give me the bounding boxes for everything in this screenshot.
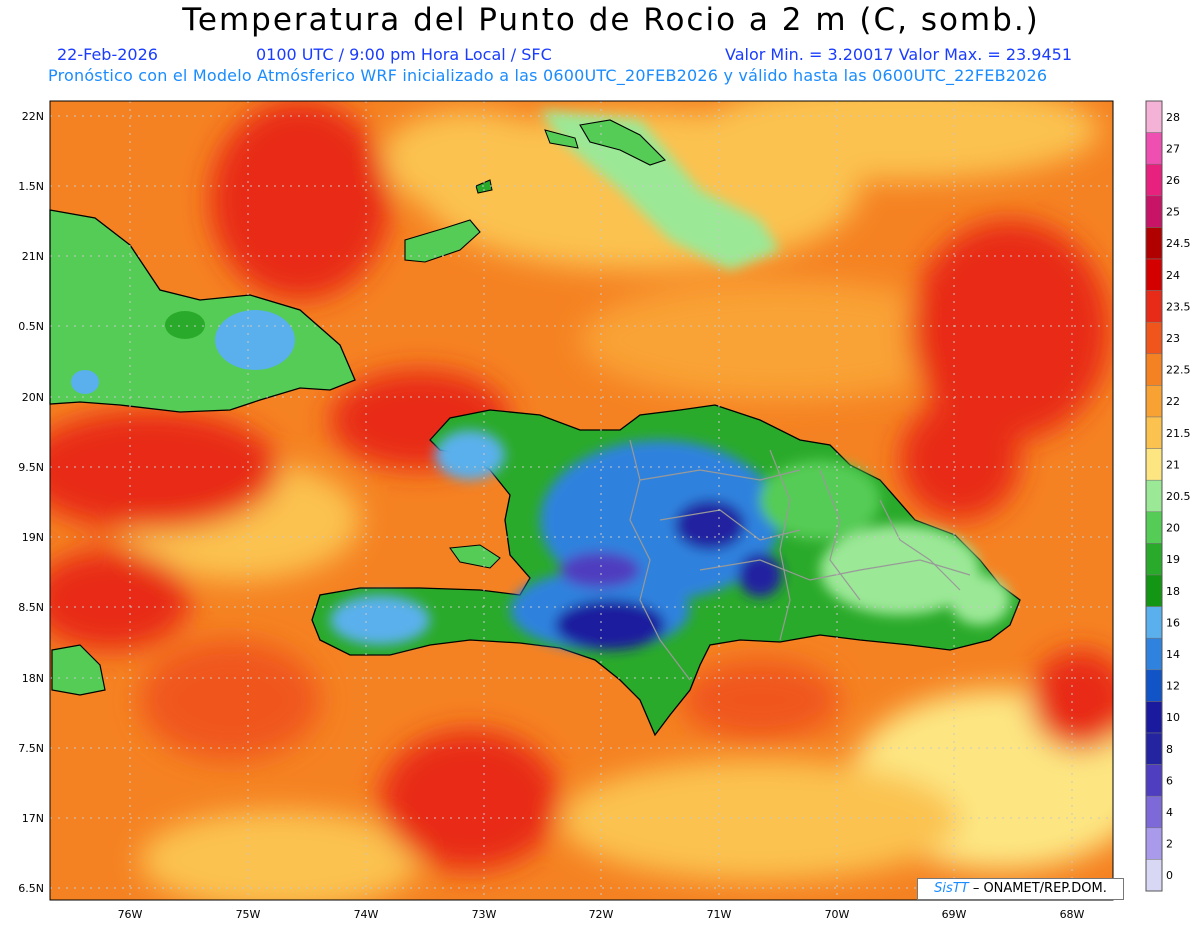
- legend-label: 14: [1166, 648, 1180, 661]
- credit-text: – ONAMET/REP.DOM.: [968, 881, 1107, 896]
- legend-label: 8: [1166, 743, 1173, 756]
- legend-label: 22.5: [1166, 364, 1191, 377]
- lon-label: 73W: [472, 908, 497, 921]
- lat-label: 8.5N: [18, 601, 44, 614]
- legend-swatch: [1145, 574, 1163, 607]
- lon-label: 68W: [1060, 908, 1085, 921]
- legend-label: 20.5: [1166, 490, 1191, 503]
- lat-label: 7.5N: [18, 742, 44, 755]
- lat-label: 0.5N: [18, 320, 44, 333]
- legend-label: 19: [1166, 553, 1180, 566]
- forecast-description: Pronóstico con el Modelo Atmósferico WRF…: [48, 66, 1048, 85]
- legend-frame: [1145, 100, 1163, 892]
- lon-label: 76W: [118, 908, 143, 921]
- legend-swatch: [1145, 100, 1163, 133]
- legend-swatch: [1145, 353, 1163, 386]
- legend-swatch: [1145, 827, 1163, 860]
- legend-swatch: [1145, 669, 1163, 702]
- legend-label: 4: [1166, 806, 1173, 819]
- lon-label: 75W: [236, 908, 261, 921]
- legend-swatch: [1145, 321, 1163, 355]
- legend-label: 24.5: [1166, 237, 1191, 250]
- legend-swatch: [1145, 290, 1163, 323]
- credit-box: SisTT – ONAMET/REP.DOM.: [917, 878, 1124, 900]
- legend-label: 10: [1166, 711, 1180, 724]
- legend-label: 2: [1166, 838, 1173, 851]
- legend-swatch: [1145, 637, 1163, 671]
- legend-swatch: [1145, 416, 1163, 449]
- legend-swatch: [1145, 132, 1163, 165]
- legend-swatch: [1145, 606, 1163, 639]
- map-frame: [49, 100, 1114, 901]
- legend-swatch: [1145, 385, 1163, 418]
- legend-label: 23.5: [1166, 300, 1191, 313]
- legend-swatch: [1145, 163, 1163, 197]
- min-max-values: Valor Min. = 3.20017 Valor Max. = 23.945…: [725, 45, 1073, 64]
- legend-label: 21: [1166, 458, 1180, 471]
- legend-swatch: [1145, 795, 1163, 829]
- sistt-logo: SisTT: [934, 881, 969, 896]
- legend-label: 12: [1166, 680, 1180, 693]
- legend-label: 24: [1166, 269, 1180, 282]
- lon-label: 71W: [707, 908, 732, 921]
- lat-label: 21N: [22, 250, 44, 263]
- legend-swatch: [1145, 479, 1163, 513]
- legend-label: 21.5: [1166, 427, 1191, 440]
- legend-swatch: [1145, 511, 1163, 544]
- lat-label: 19N: [22, 531, 44, 544]
- legend-swatch: [1145, 448, 1163, 481]
- legend-label: 27: [1166, 142, 1180, 155]
- lat-label: 6.5N: [18, 882, 44, 895]
- legend-label: 25: [1166, 206, 1180, 219]
- legend-label: 20: [1166, 522, 1180, 535]
- longitude-labels: 76W 75W 74W 73W 72W 71W 70W 69W 68W: [118, 908, 1085, 921]
- legend-label: 0: [1166, 869, 1173, 882]
- legend-label: 23: [1166, 332, 1180, 345]
- legend-swatch: [1145, 258, 1163, 291]
- legend-label: 18: [1166, 585, 1180, 598]
- lat-lon-grid: [50, 101, 1113, 900]
- lat-label: 17N: [22, 812, 44, 825]
- lon-label: 69W: [942, 908, 967, 921]
- lat-label: 18N: [22, 672, 44, 685]
- legend-swatch: [1145, 227, 1163, 260]
- latitude-labels: 22N 1.5N 21N 0.5N 20N 9.5N 19N 8.5N 18N …: [18, 110, 44, 895]
- lat-label: 9.5N: [18, 461, 44, 474]
- valid-date: 22-Feb-2026: [57, 45, 158, 64]
- legend-swatch: [1145, 764, 1163, 797]
- lat-label: 1.5N: [18, 180, 44, 193]
- map-title: Temperatura del Punto de Rocio a 2 m (C,…: [182, 2, 1040, 38]
- legend-label: 22: [1166, 395, 1180, 408]
- legend-swatch: [1145, 859, 1163, 892]
- legend-label: 6: [1166, 774, 1173, 787]
- color-legend: 2827262524.52423.52322.52221.52120.52019…: [1145, 100, 1191, 892]
- lon-label: 70W: [825, 908, 850, 921]
- legend-label: 26: [1166, 174, 1180, 187]
- lat-label: 20N: [22, 391, 44, 404]
- valid-time: 0100 UTC / 9:00 pm Hora Local / SFC: [256, 45, 552, 64]
- legend-swatch: [1145, 701, 1163, 734]
- legend-swatch: [1145, 543, 1163, 576]
- lon-label: 74W: [354, 908, 379, 921]
- legend-label: 16: [1166, 616, 1180, 629]
- legend-swatch: [1145, 195, 1163, 228]
- legend-swatch: [1145, 732, 1163, 765]
- lon-label: 72W: [589, 908, 614, 921]
- lat-label: 22N: [22, 110, 44, 123]
- legend-label: 28: [1166, 111, 1180, 124]
